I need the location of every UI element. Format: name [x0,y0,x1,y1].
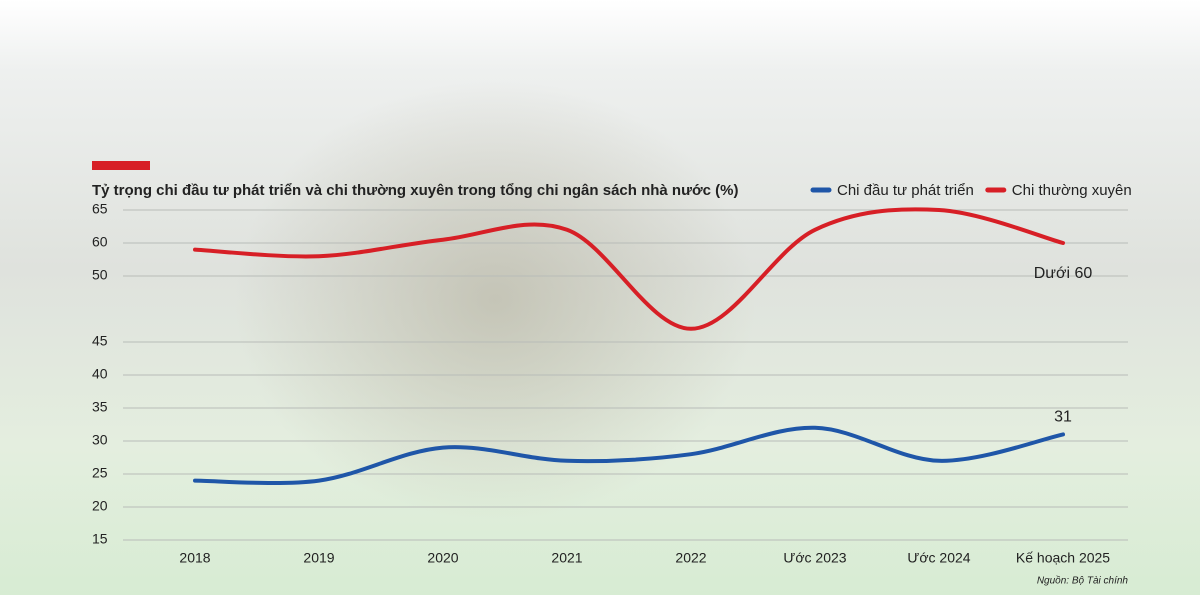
x-tick-label: 2022 [675,550,706,566]
y-tick-label: 20 [92,498,108,514]
series-line [193,425,1065,486]
y-tick-label: 35 [92,399,108,415]
x-tick-label: 2021 [551,550,582,566]
y-tick-label: 60 [92,234,108,250]
x-tick-label: Ước 2023 [783,550,846,566]
y-tick-label: 65 [92,201,108,217]
y-tick-label: 40 [92,366,108,382]
legend-label: Chi đầu tư phát triển [837,182,974,199]
series-line [193,207,1065,331]
title-accent [92,161,150,170]
x-tick-label: Ước 2024 [907,550,970,566]
x-tick-label: 2019 [303,550,334,566]
legend-label: Chi thường xuyên [1012,182,1132,199]
source: Nguồn: Bộ Tài chính [1037,575,1129,587]
value-label: Dưới 60 [1034,265,1093,282]
background-photo [235,80,755,520]
chart-title: Tỷ trọng chi đầu tư phát triển và chi th… [92,182,738,199]
x-tick-label: 2018 [179,550,210,566]
y-tick-label: 15 [92,531,108,547]
value-label: 31 [1054,409,1072,426]
y-tick-label: 25 [92,465,108,481]
y-tick-label: 50 [92,267,108,283]
x-tick-label: 2020 [427,550,458,566]
y-tick-label: 45 [92,333,108,349]
y-tick-label: 30 [92,432,108,448]
x-tick-label: Kế hoạch 2025 [1016,550,1110,566]
